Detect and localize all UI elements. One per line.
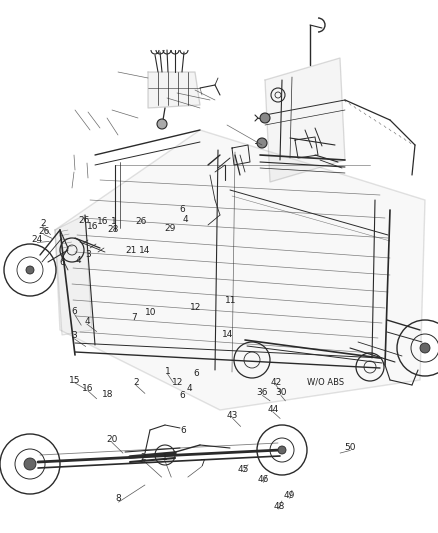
- Circle shape: [157, 119, 166, 129]
- Text: 26: 26: [78, 216, 90, 224]
- Text: 20: 20: [106, 435, 117, 444]
- Text: 26: 26: [135, 217, 147, 225]
- Circle shape: [259, 113, 269, 123]
- Text: 36: 36: [256, 389, 268, 397]
- Text: W/O ABS: W/O ABS: [307, 378, 343, 386]
- Text: 4: 4: [84, 317, 89, 326]
- Text: 11: 11: [224, 296, 236, 304]
- Text: 16: 16: [97, 217, 109, 225]
- Text: 30: 30: [275, 389, 286, 397]
- Circle shape: [26, 266, 34, 274]
- Circle shape: [24, 458, 36, 470]
- Text: 6: 6: [59, 258, 65, 266]
- Circle shape: [419, 343, 429, 353]
- Text: 42: 42: [269, 378, 281, 386]
- Text: 2: 2: [40, 220, 46, 228]
- Polygon shape: [55, 215, 92, 335]
- Text: 26: 26: [38, 228, 49, 236]
- Text: 6: 6: [71, 308, 78, 316]
- Text: 18: 18: [102, 390, 113, 399]
- Text: 50: 50: [344, 443, 355, 452]
- Text: 1: 1: [164, 367, 170, 376]
- Text: 16: 16: [82, 384, 93, 392]
- Text: 2: 2: [140, 453, 145, 462]
- Text: 45: 45: [237, 465, 249, 473]
- Text: 12: 12: [172, 378, 183, 387]
- Polygon shape: [265, 58, 344, 182]
- Text: 46: 46: [257, 475, 268, 484]
- Text: 44: 44: [267, 405, 278, 414]
- Text: 49: 49: [283, 491, 295, 500]
- Text: 8: 8: [115, 494, 121, 503]
- Text: 3: 3: [71, 332, 77, 340]
- Text: 6: 6: [193, 369, 199, 377]
- Text: 7: 7: [131, 313, 137, 322]
- Text: 10: 10: [145, 309, 156, 317]
- Text: 1: 1: [161, 453, 167, 462]
- Circle shape: [277, 446, 285, 454]
- Text: 15: 15: [69, 376, 80, 384]
- Text: 4: 4: [182, 215, 187, 224]
- Text: 12: 12: [189, 303, 201, 312]
- Text: 6: 6: [180, 426, 186, 435]
- Text: 14: 14: [139, 246, 150, 255]
- Text: 29: 29: [164, 224, 176, 232]
- Text: 6: 6: [179, 391, 185, 400]
- Text: 1: 1: [111, 217, 117, 225]
- Circle shape: [256, 138, 266, 148]
- Text: 43: 43: [226, 411, 238, 420]
- Text: 6: 6: [179, 205, 185, 214]
- Text: 3: 3: [85, 251, 91, 259]
- Polygon shape: [148, 72, 200, 108]
- Text: 4: 4: [75, 256, 81, 264]
- Text: 16: 16: [87, 222, 99, 231]
- Text: 2: 2: [133, 378, 138, 387]
- Text: 21: 21: [125, 246, 136, 255]
- Text: 48: 48: [272, 502, 284, 511]
- Text: 4: 4: [187, 384, 192, 392]
- Text: 14: 14: [221, 330, 233, 339]
- Text: 24: 24: [32, 236, 43, 244]
- Text: 7: 7: [198, 459, 205, 468]
- Text: 28: 28: [107, 225, 119, 233]
- Polygon shape: [55, 130, 424, 410]
